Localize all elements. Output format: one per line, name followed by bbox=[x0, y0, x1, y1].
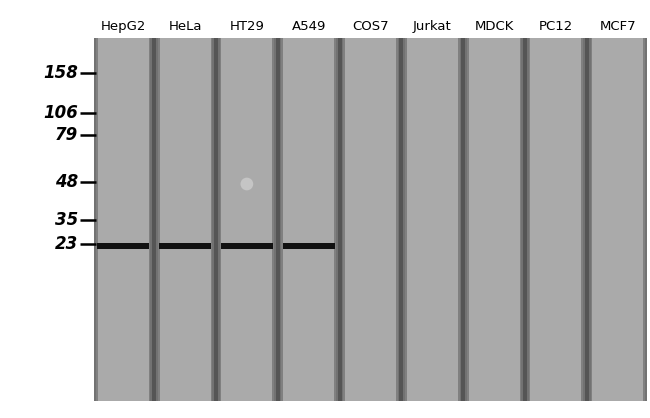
Bar bbox=[404, 38, 405, 401]
Bar bbox=[336, 38, 337, 401]
Text: 48: 48 bbox=[55, 173, 78, 191]
Bar bbox=[221, 243, 273, 249]
Bar bbox=[519, 38, 523, 401]
Bar bbox=[527, 38, 528, 401]
Bar bbox=[589, 38, 591, 401]
Bar bbox=[94, 38, 152, 401]
Bar bbox=[94, 38, 98, 401]
Bar bbox=[218, 38, 222, 401]
Bar bbox=[211, 38, 214, 401]
Bar bbox=[404, 38, 461, 401]
Bar bbox=[341, 38, 343, 401]
Bar bbox=[334, 38, 337, 401]
Text: PC12: PC12 bbox=[539, 20, 573, 33]
Bar bbox=[589, 38, 647, 401]
Bar bbox=[398, 38, 400, 401]
Bar bbox=[644, 38, 647, 401]
Text: HeLa: HeLa bbox=[168, 20, 202, 33]
Ellipse shape bbox=[240, 178, 254, 190]
Text: A549: A549 bbox=[291, 20, 326, 33]
Text: MDCK: MDCK bbox=[474, 20, 514, 33]
Bar bbox=[280, 38, 283, 401]
Text: HT29: HT29 bbox=[229, 20, 265, 33]
Bar bbox=[645, 38, 647, 401]
Bar bbox=[465, 38, 469, 401]
Bar bbox=[150, 38, 152, 401]
Bar bbox=[465, 38, 467, 401]
Bar bbox=[341, 38, 345, 401]
Bar bbox=[280, 38, 337, 401]
Bar bbox=[527, 38, 585, 401]
Text: 158: 158 bbox=[43, 64, 78, 82]
Text: 79: 79 bbox=[55, 126, 78, 144]
Text: HepG2: HepG2 bbox=[101, 20, 146, 33]
Bar bbox=[97, 243, 150, 249]
Bar bbox=[94, 38, 647, 401]
Bar bbox=[218, 38, 220, 401]
Text: Jurkat: Jurkat bbox=[413, 20, 452, 33]
Bar bbox=[341, 38, 400, 401]
Bar bbox=[156, 38, 159, 401]
Bar bbox=[274, 38, 276, 401]
Bar bbox=[156, 38, 158, 401]
Bar bbox=[589, 38, 592, 401]
Bar bbox=[149, 38, 152, 401]
Bar bbox=[283, 243, 335, 249]
Bar bbox=[272, 38, 276, 401]
Bar bbox=[159, 243, 211, 249]
Bar bbox=[527, 38, 530, 401]
Bar bbox=[404, 38, 407, 401]
Bar bbox=[280, 38, 281, 401]
Bar bbox=[213, 38, 214, 401]
Bar bbox=[583, 38, 585, 401]
Bar bbox=[460, 38, 461, 401]
Bar bbox=[396, 38, 400, 401]
Bar bbox=[521, 38, 523, 401]
Text: MCF7: MCF7 bbox=[599, 20, 636, 33]
Bar bbox=[465, 38, 523, 401]
Bar bbox=[218, 38, 276, 401]
Bar bbox=[582, 38, 585, 401]
Text: 35: 35 bbox=[55, 212, 78, 229]
Text: 23: 23 bbox=[55, 235, 78, 253]
Bar bbox=[156, 38, 214, 401]
Bar bbox=[94, 38, 96, 401]
Text: COS7: COS7 bbox=[352, 20, 389, 33]
Text: 106: 106 bbox=[43, 104, 78, 122]
Bar bbox=[458, 38, 461, 401]
